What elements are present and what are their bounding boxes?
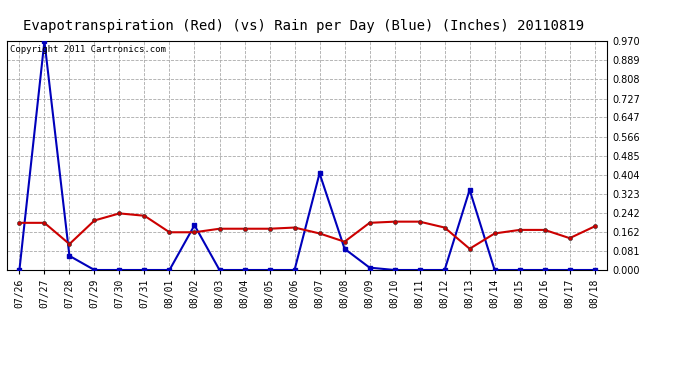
Text: Copyright 2011 Cartronics.com: Copyright 2011 Cartronics.com (10, 45, 166, 54)
Text: Evapotranspiration (Red) (vs) Rain per Day (Blue) (Inches) 20110819: Evapotranspiration (Red) (vs) Rain per D… (23, 19, 584, 33)
